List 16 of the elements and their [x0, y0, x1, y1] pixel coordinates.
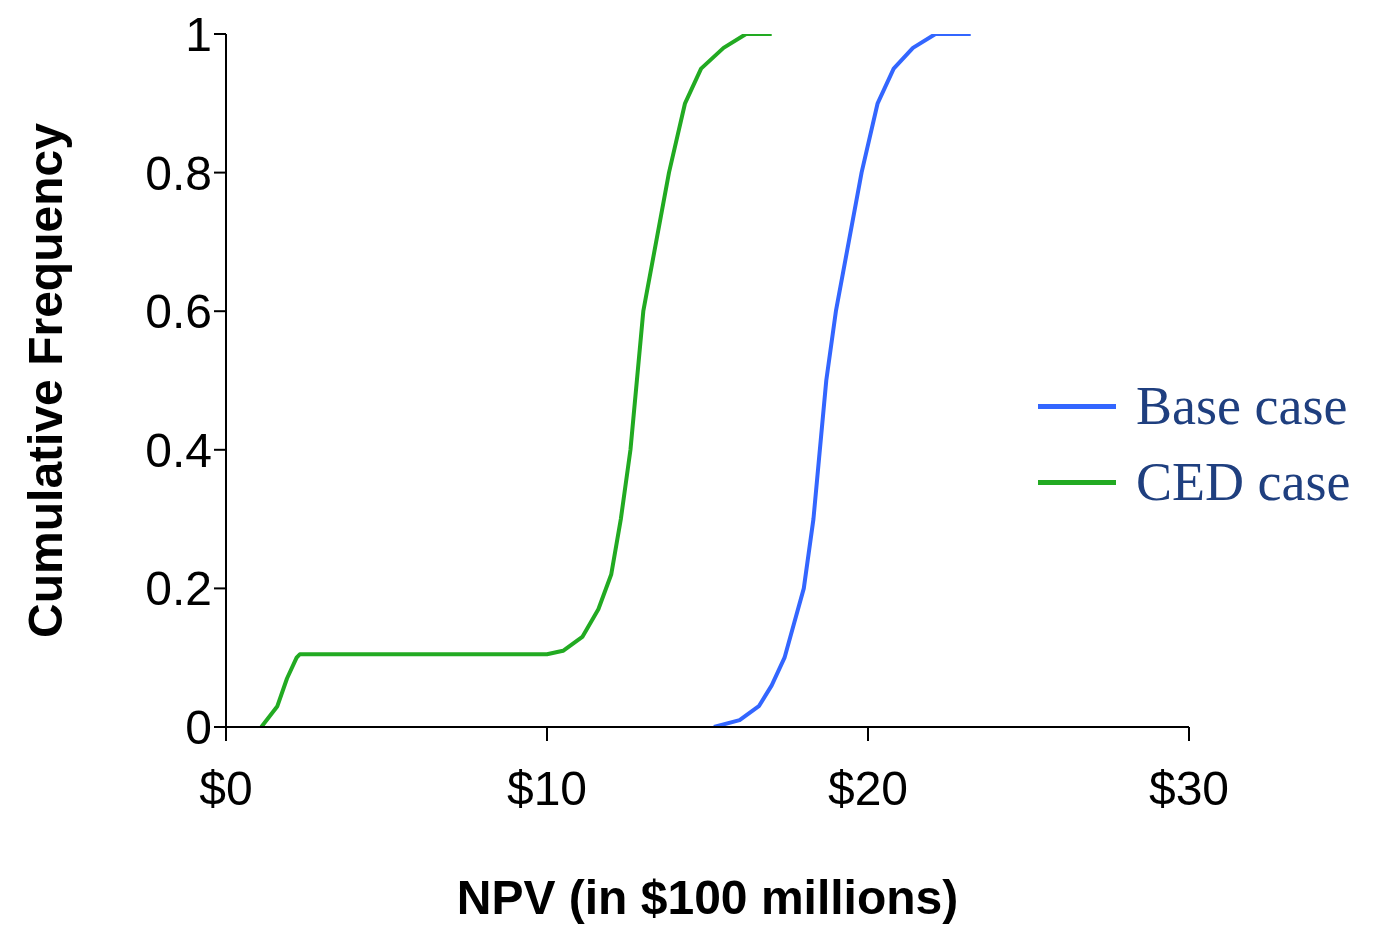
y-axis-title: Cumulative Frequency: [19, 122, 72, 638]
y-tick-label: 1: [185, 8, 212, 62]
y-tick-label: 0.4: [145, 423, 212, 477]
legend-label: CED case: [1136, 451, 1351, 513]
line-series: [711, 34, 973, 727]
line-series: [259, 34, 774, 727]
legend-label: Base case: [1136, 375, 1348, 437]
y-tick-label: 0.2: [145, 562, 212, 616]
x-axis-title: NPV (in $100 millions): [456, 871, 959, 924]
x-tick-label: $30: [1148, 762, 1230, 816]
y-tick-label: 0: [185, 701, 212, 755]
x-tick-label: $0: [199, 762, 253, 816]
x-tick-label: $20: [827, 762, 909, 816]
x-tick-label: $10: [506, 762, 588, 816]
y-tick-label: 0.6: [145, 285, 212, 339]
y-tick-label: 0.8: [145, 146, 212, 200]
